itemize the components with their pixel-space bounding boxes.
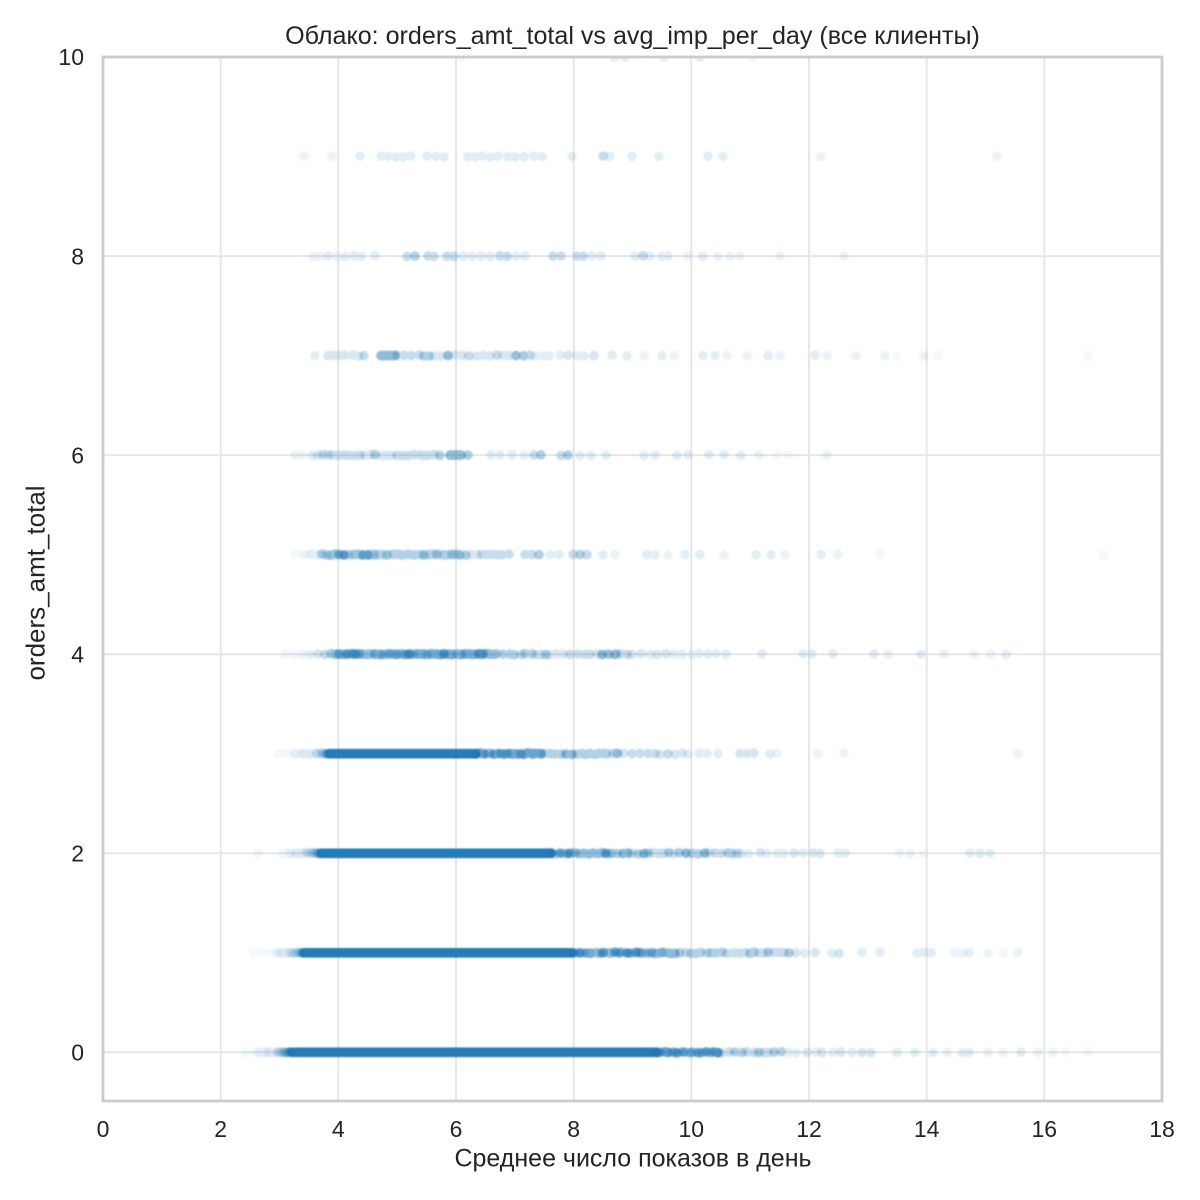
svg-text:orders_amt_total: orders_amt_total <box>21 485 51 680</box>
svg-text:6: 6 <box>450 1116 463 1142</box>
svg-text:10: 10 <box>679 1116 705 1142</box>
svg-text:Среднее число показов в день: Среднее число показов в день <box>454 1145 811 1173</box>
svg-text:8: 8 <box>567 1116 580 1142</box>
svg-text:18: 18 <box>1149 1116 1175 1142</box>
svg-text:14: 14 <box>914 1116 940 1142</box>
svg-text:2: 2 <box>214 1116 227 1142</box>
svg-text:12: 12 <box>796 1116 822 1142</box>
svg-text:6: 6 <box>71 442 84 468</box>
svg-text:10: 10 <box>58 44 84 70</box>
svg-text:4: 4 <box>332 1116 345 1142</box>
svg-text:Облако: orders_amt_total vs av: Облако: orders_amt_total vs avg_imp_per_… <box>285 22 980 50</box>
svg-text:8: 8 <box>71 243 84 269</box>
svg-text:2: 2 <box>71 841 84 867</box>
svg-text:0: 0 <box>97 1116 110 1142</box>
svg-text:16: 16 <box>1032 1116 1058 1142</box>
svg-text:4: 4 <box>71 641 84 667</box>
svg-text:0: 0 <box>71 1040 84 1066</box>
